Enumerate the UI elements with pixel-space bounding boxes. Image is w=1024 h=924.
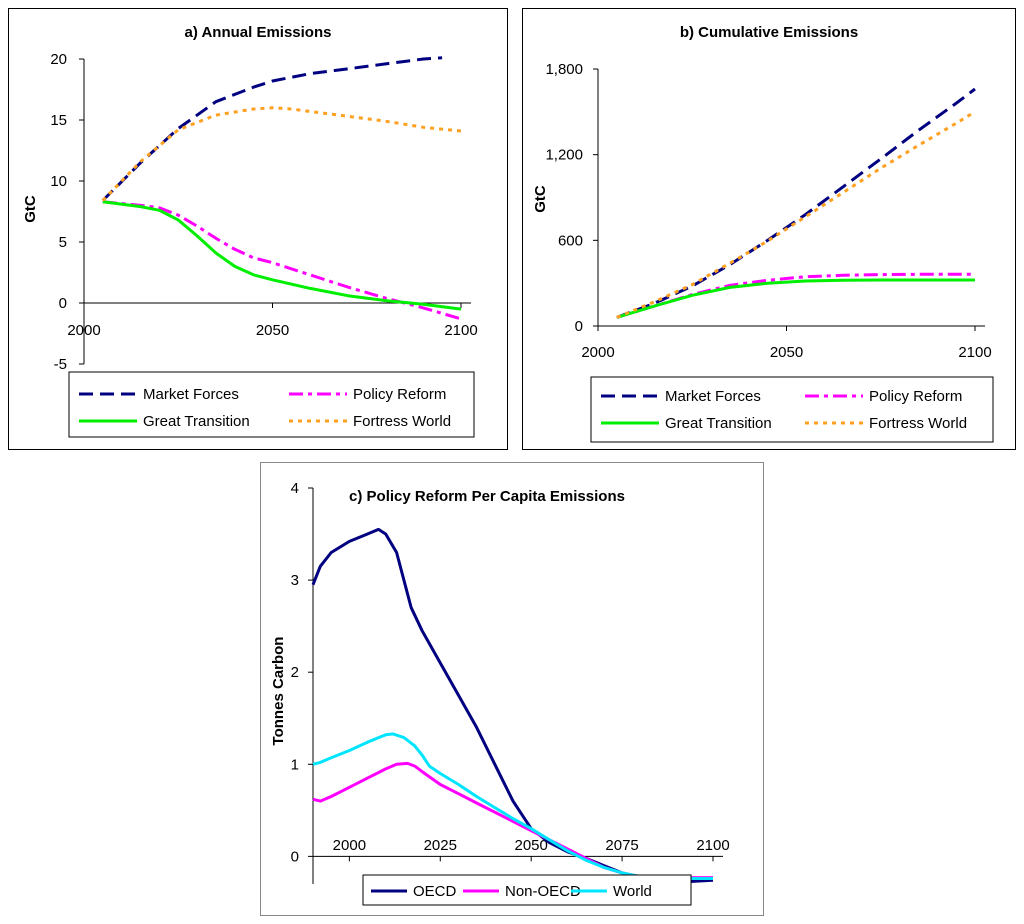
series-line-policy-reform — [102, 200, 462, 321]
chart-title: c) Policy Reform Per Capita Emissions — [349, 488, 625, 505]
y-axis-label: Tonnes Carbon — [270, 637, 287, 746]
chart-title: a) Annual Emissions — [185, 24, 332, 41]
y-tick-label: 600 — [558, 232, 583, 249]
legend-box — [362, 874, 692, 906]
chart-c-svg: c) Policy Reform Per Capita Emissions Ton… — [270, 480, 730, 906]
series-line-oecd — [311, 527, 714, 884]
y-tick-label: 5 — [59, 234, 67, 251]
panel-c-per-capita-emissions: c) Policy Reform Per Capita Emissions Ton… — [260, 462, 764, 916]
x-tick-label: 2075 — [605, 837, 638, 854]
legend-label: Fortress World — [869, 415, 967, 432]
legend-label: OECD — [413, 883, 457, 900]
y-tick-label: 1,200 — [545, 147, 583, 164]
x-tick-label: 2100 — [696, 837, 729, 854]
series-line-great-transition — [102, 200, 462, 311]
legend-label: Policy Reform — [353, 386, 446, 403]
y-tick-label: -5 — [54, 356, 67, 373]
x-tick-label: 2100 — [958, 344, 991, 361]
x-tick-label: 2000 — [67, 322, 100, 339]
y-tick-label: 15 — [50, 112, 67, 129]
series-line-fortress-world — [616, 110, 976, 319]
chart-title: b) Cumulative Emissions — [680, 24, 858, 41]
y-tick-label: 0 — [575, 318, 583, 335]
legend-label: Market Forces — [665, 388, 761, 405]
legend-box — [590, 376, 994, 443]
y-tick-label: 3 — [291, 572, 299, 589]
y-axis-label: GtC — [22, 195, 39, 223]
y-tick-label: 1,800 — [545, 61, 583, 78]
y-tick-label: 0 — [291, 848, 299, 865]
panel-b-cumulative-emissions: b) Cumulative Emissions GtC 1,800 1,200 600 0… — [522, 8, 1016, 450]
legend-label: Non-OECD — [505, 883, 581, 900]
x-tick-label: 2025 — [424, 837, 457, 854]
x-tick-label: 2050 — [770, 344, 803, 361]
legend-label: Policy Reform — [869, 388, 962, 405]
legend-label: World — [613, 883, 652, 900]
x-tick-label: 2100 — [444, 322, 477, 339]
legend-label: Market Forces — [143, 386, 239, 403]
x-tick-label: 2050 — [514, 837, 547, 854]
series-line-non-oecd — [312, 761, 713, 880]
legend-label: Fortress World — [353, 413, 451, 430]
x-tick-label: 2000 — [581, 344, 614, 361]
x-tick-label: 2050 — [256, 322, 289, 339]
series-line-great-transition — [616, 278, 975, 319]
y-tick-label: 2 — [291, 664, 299, 681]
series-line-fortress-world — [101, 106, 462, 202]
series-line-market-forces — [101, 56, 443, 202]
y-axis-label: GtC — [532, 185, 549, 213]
legend-label: Great Transition — [143, 413, 250, 430]
y-tick-label: 1 — [291, 756, 299, 773]
panel-a-annual-emissions: a) Annual Emissions GtC 20 15 10 5 0 -5 2000 2050… — [8, 8, 508, 450]
legend-label: Great Transition — [665, 415, 772, 432]
x-tick-label: 2000 — [333, 837, 366, 854]
y-tick-label: 10 — [50, 173, 67, 190]
y-tick-label: 0 — [59, 295, 67, 312]
y-tick-label: 4 — [291, 480, 299, 497]
legend-box — [68, 371, 475, 438]
y-tick-label: 20 — [50, 51, 67, 68]
chart-b-svg: b) Cumulative Emissions GtC 1,800 1,200 600 0… — [532, 24, 994, 443]
series-line-market-forces — [616, 87, 976, 319]
